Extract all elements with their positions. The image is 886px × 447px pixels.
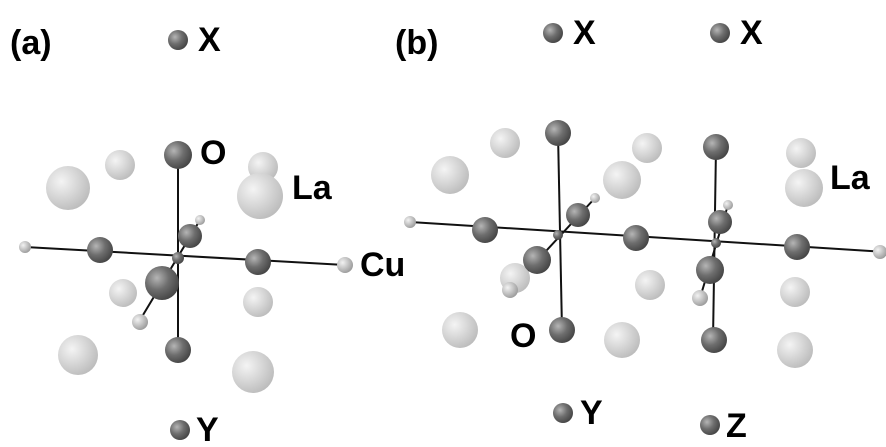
atom-label: La (830, 159, 871, 197)
atom (873, 245, 886, 259)
atom (472, 217, 498, 243)
panel-label: (a) (10, 24, 52, 62)
atom (87, 237, 113, 263)
atom (549, 317, 575, 343)
atom-label: O (200, 134, 226, 172)
atom (523, 246, 551, 274)
atom (19, 241, 31, 253)
atom-label: O (510, 317, 536, 355)
atom-label: La (292, 169, 333, 207)
atom (603, 161, 641, 199)
atom (490, 128, 520, 158)
atoms (19, 23, 886, 440)
atom-label: Cu (360, 246, 405, 284)
atom (623, 225, 649, 251)
atom (165, 337, 191, 363)
atom (442, 312, 478, 348)
atom (635, 270, 665, 300)
atom (701, 327, 727, 353)
atom (604, 322, 640, 358)
atom (132, 314, 148, 330)
atom (145, 266, 179, 300)
figure: (a) X O La Cu Y (b) X X La O Y Z (0, 0, 886, 447)
atom (172, 252, 184, 264)
atom (786, 138, 816, 168)
atom (632, 133, 662, 163)
atom (692, 290, 708, 306)
atom (543, 23, 563, 43)
atom-label: Z (726, 407, 747, 445)
atom (178, 224, 202, 248)
atom (696, 256, 724, 284)
bond (25, 247, 345, 265)
atom (168, 30, 188, 50)
atom (545, 120, 571, 146)
atom (710, 23, 730, 43)
atom (785, 169, 823, 207)
atom (711, 238, 721, 248)
atom (777, 332, 813, 368)
atom (784, 234, 810, 260)
atom (553, 230, 563, 240)
atom (164, 141, 192, 169)
atom-label: X (198, 21, 221, 59)
atom (700, 415, 720, 435)
panel-label: (b) (395, 24, 438, 62)
atom-label: Y (196, 411, 219, 447)
atom (553, 403, 573, 423)
atom (780, 277, 810, 307)
atom-label: X (573, 14, 596, 52)
atom (502, 282, 518, 298)
atom (105, 150, 135, 180)
atom (170, 420, 190, 440)
atom (232, 351, 274, 393)
atom (237, 173, 283, 219)
atom (723, 200, 733, 210)
atom (566, 203, 590, 227)
atom (58, 335, 98, 375)
atom (431, 156, 469, 194)
atom (404, 216, 416, 228)
atom (590, 193, 600, 203)
atom (703, 134, 729, 160)
atom (195, 215, 205, 225)
atom (337, 257, 353, 273)
atom-label: Y (580, 394, 603, 432)
atom-label: X (740, 14, 763, 52)
atom (109, 279, 137, 307)
atom (245, 249, 271, 275)
atom (46, 166, 90, 210)
atom (708, 210, 732, 234)
atom (243, 287, 273, 317)
